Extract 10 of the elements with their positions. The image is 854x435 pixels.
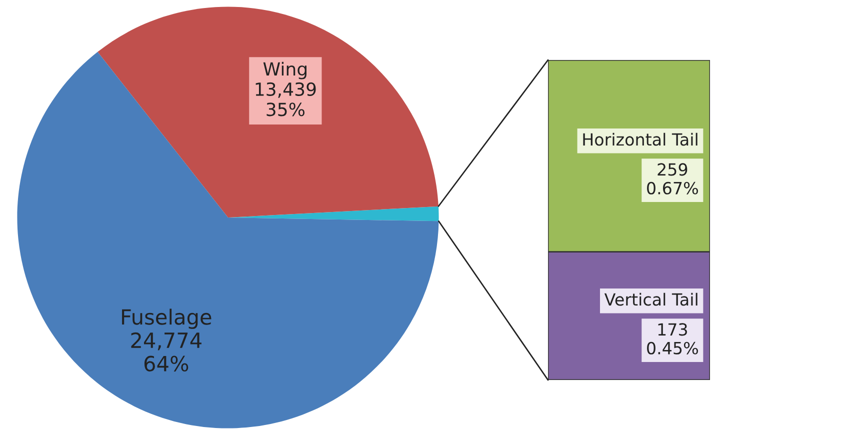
series-label: Horizontal Tail: [583, 132, 698, 146]
series-label: Vertical Tail: [604, 292, 698, 306]
data-label: 173 0.45%: [647, 323, 698, 354]
slice-label: Fuselage: [122, 308, 212, 329]
data-label: 13,439 35%: [256, 82, 316, 116]
data-label: 259 0.67%: [647, 163, 698, 194]
pie-slice: [17, 52, 439, 428]
data-label: 24,774 64%: [131, 332, 202, 372]
slice-label: Wing: [263, 62, 306, 80]
pie-slice: [98, 6, 438, 218]
